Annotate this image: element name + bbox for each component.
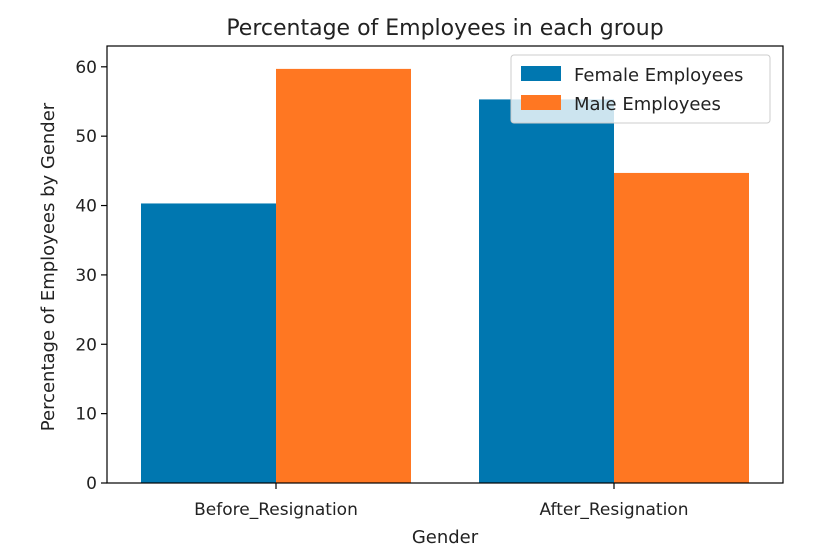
y-axis-ticks: 0 10 20 30 40 50 60 [75, 58, 107, 494]
bar-female-employees-before-resignation [141, 203, 276, 483]
legend-label-male-employees: Male Employees [574, 94, 721, 115]
x-tick-label: After_Resignation [540, 500, 689, 520]
y-tick-label: 0 [86, 474, 97, 494]
y-tick-label: 50 [75, 127, 97, 147]
x-axis-label: Gender [412, 527, 479, 548]
y-axis-label: Percentage of Employees by Gender [38, 102, 59, 431]
legend-swatch-male-employees [521, 95, 561, 110]
legend-box [510, 54, 771, 124]
plot-frame [106, 45, 784, 484]
y-tick-label: 60 [75, 58, 97, 78]
y-tick-label: 20 [75, 335, 97, 355]
legend-label-female-employees: Female Employees [574, 65, 743, 86]
y-tick-label: 10 [75, 405, 97, 425]
legend-swatch-female-employees [521, 66, 561, 81]
y-tick-label: 30 [75, 266, 97, 286]
bar-male-employees-after-resignation [614, 172, 749, 483]
x-tick-label: Before_Resignation [194, 500, 358, 520]
bar-female-employees-after-resignation [479, 99, 614, 484]
x-axis-ticks: Before_Resignation After_Resignation [194, 483, 688, 520]
legend: Female Employees Male Employees [510, 54, 771, 124]
chart-title: Percentage of Employees in each group [226, 16, 663, 41]
bar-male-employees-before-resignation [276, 68, 411, 483]
y-tick-label: 40 [75, 197, 97, 217]
bars-layer [141, 68, 749, 484]
